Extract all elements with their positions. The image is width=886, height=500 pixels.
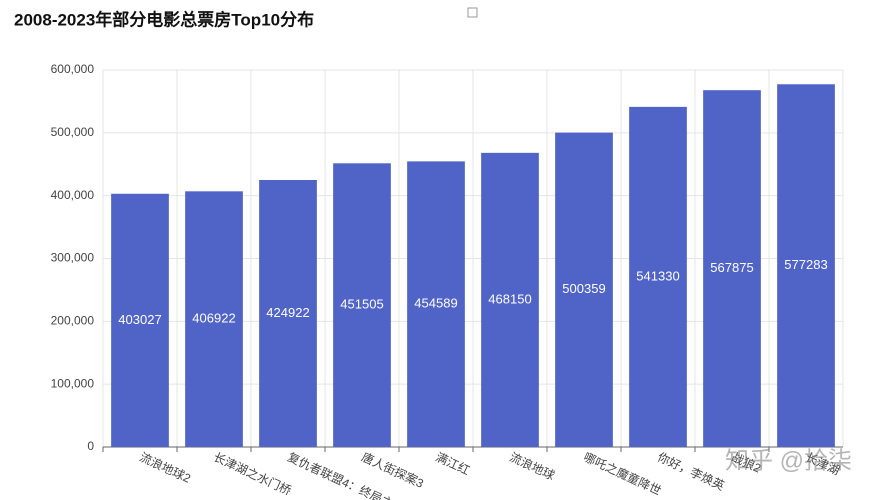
- value-label: 541330: [636, 268, 679, 283]
- y-tick-label: 0: [87, 439, 94, 453]
- value-label: 500359: [562, 281, 605, 296]
- bar: [703, 90, 761, 447]
- bar: [259, 180, 317, 448]
- bar: [629, 106, 687, 447]
- value-label: 451505: [340, 297, 383, 312]
- value-label: 454589: [414, 296, 457, 311]
- watermark: 知乎 @拾柒: [725, 447, 852, 474]
- y-tick-label: 500,000: [51, 125, 95, 139]
- y-tick-label: 400,000: [51, 188, 95, 202]
- y-tick-label: 100,000: [51, 376, 95, 390]
- bar: [333, 163, 391, 447]
- bar: [555, 132, 613, 447]
- value-label: 424922: [266, 305, 309, 320]
- bar: [111, 193, 169, 447]
- chart-title: 2008-2023年部分电影总票房Top10分布: [14, 9, 314, 29]
- bar: [481, 152, 539, 447]
- value-label: 468150: [488, 291, 531, 306]
- y-tick-label: 600,000: [51, 62, 95, 76]
- y-tick-label: 200,000: [51, 314, 95, 328]
- icon: [467, 7, 478, 18]
- bar: [185, 191, 243, 447]
- value-label: 403027: [118, 312, 161, 327]
- value-label: 567875: [710, 260, 753, 275]
- bar: [777, 84, 835, 447]
- value-label: 406922: [192, 311, 235, 326]
- y-tick-label: 300,000: [51, 251, 95, 265]
- bar: [407, 161, 465, 447]
- value-label: 577283: [784, 257, 827, 272]
